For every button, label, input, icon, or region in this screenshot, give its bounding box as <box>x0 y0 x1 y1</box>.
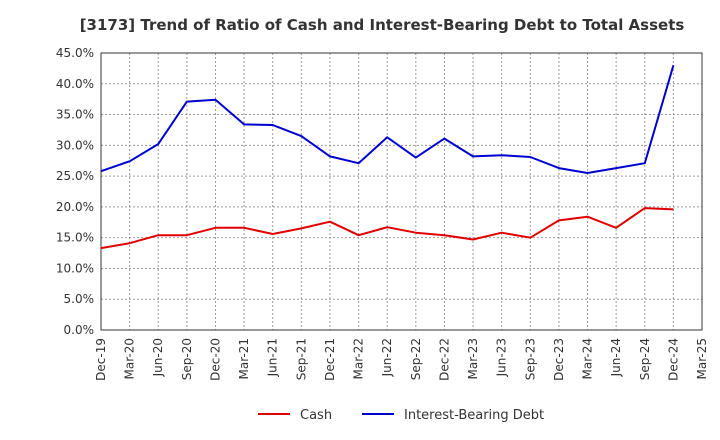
y-tick-label: 15.0% <box>56 231 94 245</box>
y-tick-label: 0.0% <box>64 323 95 337</box>
x-tick-label: Dec-21 <box>323 338 337 381</box>
axes: 0.0% 5.0% 10.0% 15.0% 20.0% 25.0% 30.0% 35.0% 40… <box>56 46 709 381</box>
x-tick-label: Mar-22 <box>352 338 366 379</box>
x-tick-label: Sep-22 <box>409 338 423 380</box>
cash-series-line <box>100 207 674 250</box>
plot-frame <box>100 52 703 331</box>
x-tick-label: Sep-20 <box>180 338 194 380</box>
x-tick-label: Sep-24 <box>638 338 652 380</box>
interest-bearing-debt-legend-label: Interest-Bearing Debt <box>404 408 544 423</box>
grid-lines <box>100 52 703 331</box>
x-tick-label: Mar-23 <box>466 338 480 379</box>
x-tick-label: Sep-23 <box>523 338 537 380</box>
x-tick-label: Dec-19 <box>94 338 108 381</box>
x-tick-label: Jun-22 <box>380 338 394 377</box>
x-tick-label: Mar-25 <box>695 338 709 379</box>
x-tick-label: Dec-22 <box>437 338 451 381</box>
x-tick-label: Jun-21 <box>266 338 280 377</box>
y-tick-label: 45.0% <box>56 46 94 60</box>
x-tick-label: Mar-24 <box>581 338 595 379</box>
x-tick-label: Jun-24 <box>609 338 623 377</box>
chart-title: [3173] Trend of Ratio of Cash and Intere… <box>80 16 685 34</box>
x-tick-label: Dec-20 <box>208 338 222 381</box>
y-tick-label: 20.0% <box>56 200 94 214</box>
series-lines <box>100 65 675 250</box>
x-tick-label: Dec-24 <box>666 338 680 381</box>
y-tick-label: 40.0% <box>56 77 94 91</box>
y-tick-label: 10.0% <box>56 261 94 275</box>
interest-bearing-debt-series-line <box>100 65 675 174</box>
y-tick-label: 35.0% <box>56 108 94 122</box>
x-tick-label: Mar-21 <box>237 338 251 379</box>
legend: Cash Interest-Bearing Debt <box>258 408 544 423</box>
y-tick-label: 5.0% <box>64 292 95 306</box>
x-tick-label: Jun-20 <box>151 338 165 377</box>
x-tick-label: Jun-23 <box>495 338 509 377</box>
cash-legend-label: Cash <box>300 408 332 423</box>
y-tick-label: 30.0% <box>56 138 94 152</box>
y-tick-label: 25.0% <box>56 169 94 183</box>
x-tick-label: Mar-20 <box>123 338 137 379</box>
x-tick-label: Sep-21 <box>294 338 308 380</box>
x-tick-label: Dec-23 <box>552 338 566 381</box>
